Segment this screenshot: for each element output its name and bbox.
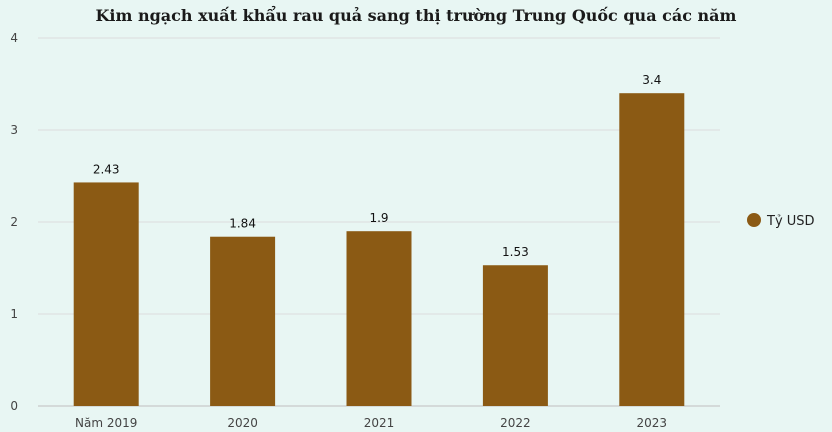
x-tick-label: 2020 [227,416,258,430]
x-tick-label: 2022 [500,416,531,430]
data-label: 3.4 [642,73,661,87]
y-tick-label: 0 [10,399,18,413]
bar [210,236,276,406]
bar [482,265,548,406]
data-label: 2.43 [93,162,120,176]
chart-title: Kim ngạch xuất khẩu rau quả sang thị trư… [95,6,737,25]
bar [346,231,412,406]
data-label: 1.9 [369,211,388,225]
y-tick-label: 4 [10,31,18,45]
x-tick-label: 2023 [637,416,668,430]
bar [619,93,685,406]
x-tick-label: Năm 2019 [75,416,137,430]
y-tick-label: 2 [10,215,18,229]
bar [73,182,139,406]
legend-marker [747,213,761,227]
y-tick-label: 1 [10,307,18,321]
data-label: 1.84 [229,217,256,231]
data-label: 1.53 [502,245,529,259]
y-tick-label: 3 [10,123,18,137]
x-tick-label: 2021 [364,416,395,430]
legend-label: Tỷ USD [766,214,815,229]
